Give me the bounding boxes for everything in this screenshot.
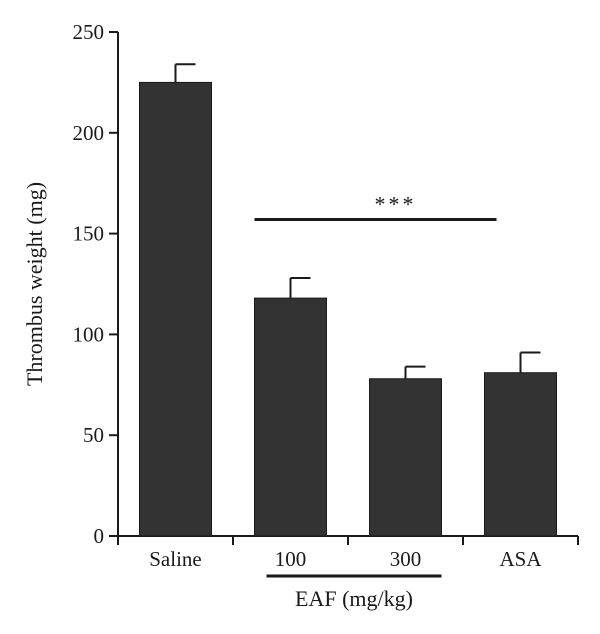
bar-300	[369, 378, 442, 537]
x-tick-label: 300	[390, 547, 422, 571]
y-tick-label: 200	[73, 121, 105, 145]
y-tick-label: 50	[83, 423, 104, 447]
x-tick-label: Saline	[149, 547, 202, 571]
annotations: *** EAF (mg/kg)	[254, 191, 497, 611]
bar-100	[254, 297, 327, 537]
y-tick-label: 0	[94, 524, 105, 548]
bar-asa	[484, 372, 557, 537]
significance-label: ***	[375, 191, 417, 216]
y-tick-label: 100	[73, 322, 105, 346]
x-tick-label: ASA	[499, 547, 542, 571]
group-label: EAF (mg/kg)	[295, 586, 413, 611]
x-axis: Saline 100 300 ASA	[117, 535, 579, 571]
x-tick-label: 100	[275, 547, 307, 571]
y-axis-title: Thrombus weight (mg)	[22, 182, 47, 386]
y-tick-label: 250	[73, 20, 105, 44]
y-axis: 0 50 100 150 200 250	[73, 20, 119, 548]
bar-saline	[139, 81, 212, 537]
bars	[139, 81, 557, 537]
y-tick-label: 150	[73, 222, 105, 246]
error-bars	[174, 63, 541, 379]
